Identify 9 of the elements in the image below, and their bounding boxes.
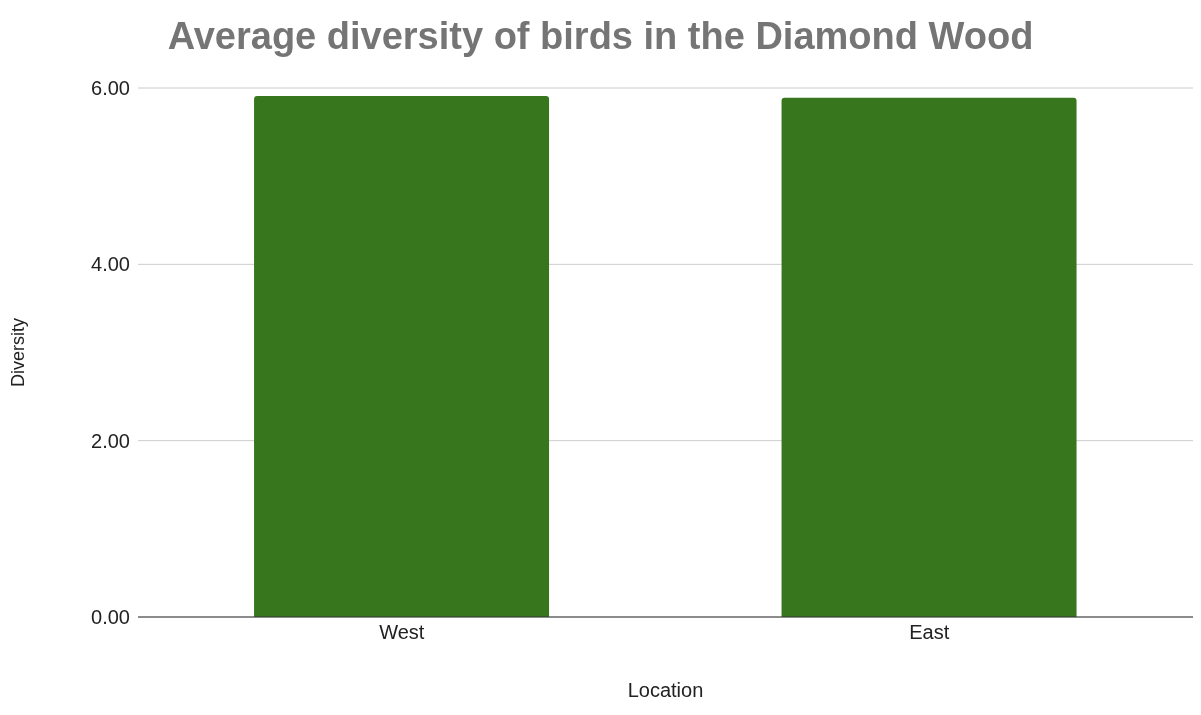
y-tick-label: 6.00	[91, 77, 130, 100]
chart-title: Average diversity of birds in the Diamond Wood	[166, 14, 1035, 59]
x-axis-title: Location	[627, 679, 704, 701]
x-tick-label: West	[379, 621, 425, 644]
x-tick-label: East	[909, 621, 950, 644]
y-tick-label: 4.00	[91, 253, 130, 276]
y-axis-title: Diversity	[8, 317, 29, 388]
y-tick-label: 2.00	[91, 429, 130, 452]
y-tick-label: 0.00	[91, 606, 130, 629]
